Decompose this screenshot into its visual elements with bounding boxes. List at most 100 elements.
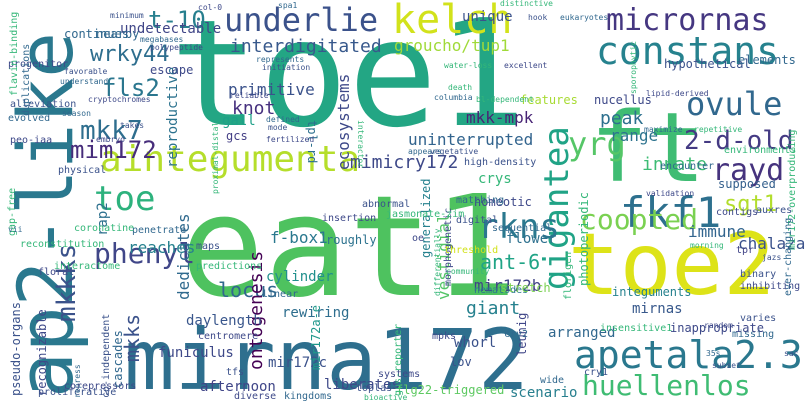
word-peo-iaa: peo-iaa [10, 135, 53, 146]
word-threshold: threshold [444, 245, 499, 256]
word-coopted: coopted [580, 203, 699, 236]
word-huellenlos: huellenlos [582, 369, 751, 402]
word-columbia: columbia [434, 93, 473, 102]
word-elements: elements [738, 53, 796, 67]
word-megabases: megabases [140, 35, 184, 44]
word-peak: peak [600, 108, 644, 129]
word-range: range [610, 126, 659, 145]
word-photoperiodic: photoperiodic [577, 192, 591, 286]
word-physical: physical [58, 165, 107, 176]
word-high-density: high-density [464, 157, 537, 168]
word-jazs: jazs [762, 253, 782, 262]
word-kelch: kelch [392, 0, 513, 43]
word-pseudo-organs: pseudo-organs [9, 302, 23, 396]
word-cascades: cascades [111, 330, 125, 388]
word-unique: unique [462, 9, 513, 25]
word-sporophytic: sporophytic [629, 41, 638, 94]
word-abnormal: abnormal [362, 199, 411, 210]
word-floral: floral [38, 267, 75, 278]
word-favorable: favorable [64, 67, 108, 76]
word-crys: crys [478, 171, 512, 187]
word-validation: validation [646, 189, 695, 198]
word-rewiring: rewiring [282, 305, 350, 321]
word-varies: varies [740, 313, 777, 324]
word-sac: sac [784, 349, 799, 358]
word-bl-dependent: bl-dependent [476, 95, 534, 104]
word-duplications: duplications [21, 43, 32, 116]
word-cylinder: cylinder [266, 269, 334, 285]
word-maximize: maximize [644, 125, 683, 134]
word-toe2: toe2 [568, 215, 776, 315]
word-whorl: whorl [454, 335, 497, 351]
word-nematodes: nematodes [474, 285, 529, 296]
word-tfs: tfs [226, 367, 245, 378]
word-mir172b: mir172b [474, 276, 542, 295]
word-t-10: t-10 [148, 6, 206, 34]
word-penetrate: penetrate [132, 225, 187, 236]
word-oe: oe [412, 233, 425, 244]
word-micrornas: micrornas [606, 3, 769, 38]
word-interactome: interactome [54, 261, 121, 272]
word-constans: constans [596, 29, 780, 73]
word-interactor: interactor [356, 120, 365, 169]
word-polypeptide: polypeptide [150, 43, 203, 52]
word-flower: flower [506, 231, 557, 247]
word-spa1: spa1 [278, 1, 298, 10]
word-progenitor: progenitor [8, 59, 69, 70]
word-death: death [448, 83, 473, 92]
word-linear: linear [262, 289, 299, 300]
word-arranged: arranged [548, 325, 616, 341]
word-yrg: yrg [568, 125, 626, 163]
word-ever-changing: ever-changing [783, 217, 794, 296]
word-lipid-derived: lipid-derived [646, 89, 709, 98]
word-evolved: evolved [8, 113, 51, 124]
word-wide: wide [540, 375, 565, 386]
word-cry2: cry2 [504, 329, 529, 340]
word-2-d-old: 2-d-old [684, 126, 794, 156]
word-nucellus: nucellus [594, 93, 652, 107]
word-encounter: encounter [660, 161, 715, 172]
word-uninterrupted: uninterrupted [408, 130, 534, 149]
word-insertion: insertion [322, 213, 377, 224]
word-underlie: underlie [224, 1, 379, 39]
word-digital: digital [456, 215, 499, 226]
word-locus: locus [218, 278, 279, 302]
word-35s: 35s [706, 349, 721, 358]
word-centromere: centromere [198, 331, 259, 342]
word-features: features [520, 93, 578, 107]
word-gall: gall [222, 113, 256, 129]
word-binary: binary [740, 269, 777, 280]
word-fertilized: fertilized [266, 135, 315, 144]
word-gus-reporter: gus-reporter [393, 323, 404, 396]
word-water-loss: water-loss [444, 61, 493, 70]
word-afternoon: afternoon [200, 379, 276, 395]
word-contigs: contigs [716, 207, 759, 218]
word-distinctive: distinctive [500, 0, 553, 8]
word-mkks: mkks [120, 313, 144, 362]
word-primitive: primitive [228, 80, 315, 99]
word-proliferative: proliferative [38, 387, 117, 398]
word-wrky44: wrky44 [90, 42, 170, 67]
word-mir172c: mir172c [268, 355, 328, 371]
word-nearby: nearby [96, 27, 140, 41]
word-interdigitated: interdigitated [230, 36, 382, 57]
word-represents: represents [256, 55, 305, 64]
word-fkf1: fkf1 [620, 188, 722, 237]
word-takes: takes [120, 121, 145, 130]
word-ovule: ovule [686, 85, 783, 123]
word-mkkks: mkkks [52, 243, 82, 322]
word-coronatine: coronatine [74, 223, 135, 234]
word-eukaryotes: eukaryotes [560, 13, 609, 22]
word-vegetative: vegetative [430, 147, 479, 156]
word-hypothetical: hypothetical [664, 57, 751, 71]
word-undetectable: undetectable [120, 21, 222, 37]
word-alleviation: alleviation [10, 99, 77, 110]
word-groucho-tup1: groucho/tup1 [394, 36, 510, 55]
word-predictions: predictions [196, 261, 263, 272]
word-rayd: rayd [712, 153, 785, 188]
word-auxres: auxres [756, 205, 793, 216]
word-random: random [704, 321, 733, 330]
word-defined: defined [266, 115, 300, 124]
word-matching: matching [456, 195, 505, 206]
